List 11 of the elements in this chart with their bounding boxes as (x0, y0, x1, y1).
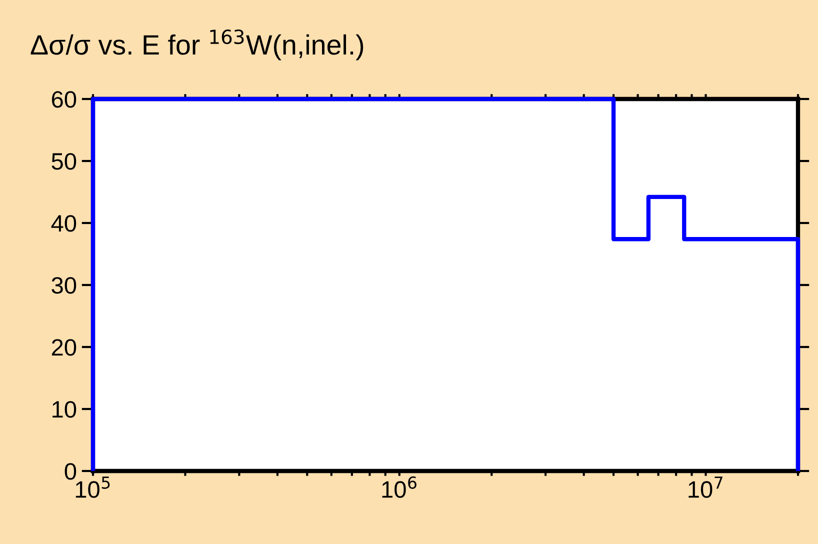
y-tick-label: 50 (52, 153, 76, 170)
x-tick-label: 10$^{6}$ (382, 476, 416, 498)
chart-title: Δσ/σ vs. E for $^{163}$W(n,inel.) (30, 29, 364, 60)
y-tick-label: 60 (52, 91, 76, 108)
x-tick-label: 10$^{5}$ (76, 476, 110, 498)
y-tick-label: 30 (52, 277, 76, 294)
y-tick-label: 40 (51, 215, 76, 232)
y-tick-label: 0 (64, 463, 76, 480)
y-tick-label: 10 (52, 401, 76, 418)
x-tick-label: 10$^{7}$ (688, 476, 722, 498)
y-tick-label: 20 (52, 339, 76, 356)
